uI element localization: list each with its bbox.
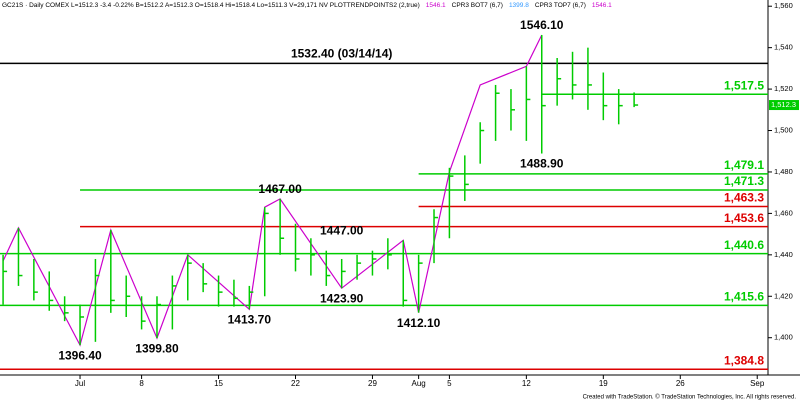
level-label: 1,517.5 bbox=[724, 78, 764, 92]
level-label: 1,384.8 bbox=[724, 353, 764, 367]
annotation: 1423.90 bbox=[320, 291, 364, 305]
annotation: 1546.10 bbox=[520, 18, 564, 32]
header-part: 1399.8 bbox=[509, 2, 529, 9]
header-part: CPR3 TOP7 (6,7) bbox=[535, 2, 586, 9]
x-tick-label: Sep bbox=[750, 379, 765, 388]
header: GC21S · Daily COMEX L=1512.3 -3.4 -0.22%… bbox=[2, 2, 612, 9]
x-tick-label: 12 bbox=[522, 379, 531, 388]
y-tick-label: 1,460 bbox=[774, 208, 793, 217]
x-tick-label: Aug bbox=[412, 379, 426, 388]
x-tick-label: 5 bbox=[447, 379, 452, 388]
annotation: 1396.40 bbox=[58, 348, 102, 362]
x-tick-label: 22 bbox=[291, 379, 300, 388]
header-part: GC21S · Daily COMEX L=1512.3 -3.4 -0.22%… bbox=[2, 2, 420, 9]
annotation: 1447.00 bbox=[320, 224, 364, 238]
y-tick-label: 1,420 bbox=[774, 291, 793, 300]
x-tick-label: Jul bbox=[75, 379, 85, 388]
annotation: 1399.80 bbox=[135, 341, 179, 355]
x-tick-label: 8 bbox=[139, 379, 144, 388]
level-label: 1,453.6 bbox=[724, 211, 764, 225]
level-label: 1,415.6 bbox=[724, 290, 764, 304]
price-tag bbox=[769, 100, 799, 111]
x-tick-label: 15 bbox=[214, 379, 223, 388]
level-label: 1,471.3 bbox=[724, 174, 764, 188]
y-tick-label: 1,480 bbox=[774, 167, 793, 176]
header-part: CPR3 BOT7 (6,7) bbox=[452, 2, 503, 9]
y-tick-label: 1,560 bbox=[774, 1, 793, 10]
level-label: 1,440.6 bbox=[724, 238, 764, 252]
y-tick-label: 1,440 bbox=[774, 250, 793, 259]
annotation: 1467.00 bbox=[258, 182, 302, 196]
footer: Created with TradeStation. © TradeStatio… bbox=[583, 394, 797, 401]
annotation: 1412.10 bbox=[397, 316, 441, 330]
annotation: 1488.90 bbox=[520, 157, 564, 171]
y-tick-label: 1,520 bbox=[774, 84, 793, 93]
x-tick-label: 19 bbox=[599, 379, 608, 388]
x-tick-label: 26 bbox=[676, 379, 685, 388]
annotation: 1532.40 (03/14/14) bbox=[291, 47, 392, 61]
y-tick-label: 1,400 bbox=[774, 333, 793, 342]
level-label: 1,479.1 bbox=[724, 158, 764, 172]
annotation: 1413.70 bbox=[228, 312, 272, 326]
y-tick-label: 1,500 bbox=[774, 126, 793, 135]
price-tag-label: 1,512.3 bbox=[771, 100, 796, 109]
y-tick-label: 1,540 bbox=[774, 43, 793, 52]
header-part: 1546.1 bbox=[592, 2, 612, 9]
x-tick-label: 29 bbox=[368, 379, 377, 388]
level-label: 1,463.3 bbox=[724, 191, 764, 205]
header-part: 1546.1 bbox=[426, 2, 446, 9]
